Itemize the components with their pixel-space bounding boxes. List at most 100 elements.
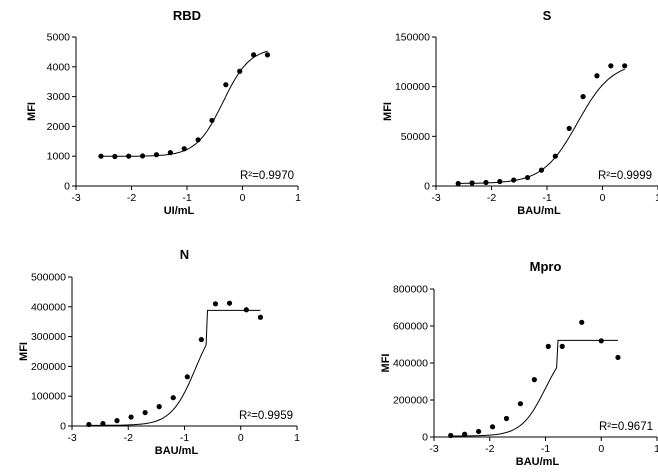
data-point: [559, 343, 565, 349]
data-point: [503, 415, 510, 422]
data-point: [489, 424, 496, 430]
y-tick-label: 600000: [393, 321, 428, 333]
data-point: [524, 174, 531, 181]
data-point: [615, 354, 621, 361]
data-point: [538, 167, 545, 173]
x-axis-label: BAU/mL: [516, 456, 560, 468]
x-tick-label: -1: [541, 443, 550, 455]
x-tick-label: -2: [124, 432, 133, 444]
data-point: [156, 404, 162, 410]
data-point: [462, 431, 468, 437]
data-point: [448, 432, 454, 439]
x-tick-label: 1: [654, 443, 658, 455]
y-tick-label: 50000: [401, 131, 430, 143]
x-tick-label: 0: [238, 432, 244, 444]
x-tick-label: -2: [485, 443, 494, 455]
data-point: [212, 301, 219, 307]
data-point: [86, 421, 92, 428]
r-squared-annotation: R²=0.9999: [598, 170, 652, 182]
data-point: [198, 336, 204, 343]
x-axis-label: BAU/mL: [155, 445, 199, 457]
x-tick-label: 0: [598, 443, 604, 455]
data-point: [580, 94, 586, 100]
chart-panel-n: N 0 100000 200000 300000 400000 500000 -3 -2 -1 0 1…: [18, 247, 300, 457]
y-tick-label: 800000: [393, 284, 428, 296]
data-point: [114, 418, 120, 424]
y-tick-label: 200000: [393, 395, 428, 407]
y-tick-label: 500000: [31, 272, 66, 284]
data-point: [181, 146, 187, 152]
y-axis-label: MFI: [380, 354, 392, 373]
data-point: [622, 63, 628, 69]
data-point: [237, 68, 243, 74]
data-point: [608, 63, 614, 69]
chart-panel-mpro: Mpro 0 200000 400000 600000 800000 -3 -2 -1 0 1 BAU…: [380, 259, 658, 468]
data-point: [167, 150, 173, 156]
data-point: [195, 137, 201, 143]
x-tick-label: -3: [429, 443, 438, 455]
r-squared-annotation: R²=0.9970: [240, 170, 294, 182]
y-tick-label: 400000: [393, 358, 428, 370]
data-point: [469, 180, 475, 186]
fit-curve: [88, 309, 261, 426]
chart-panel-s: S 0 50000 100000 150000 -3 -2 -1 0 1 BAU/mL MFI R²=0…: [382, 8, 658, 217]
x-axis-label: BAU/mL: [517, 205, 561, 217]
data-point: [511, 177, 517, 183]
fit-curve: [450, 339, 618, 437]
y-tick-label: 0: [64, 181, 70, 193]
x-tick-label: 1: [294, 432, 300, 444]
x-tick-label: 1: [655, 192, 658, 204]
data-point: [552, 153, 558, 159]
fit-curve: [101, 50, 268, 157]
y-tick-label: 0: [424, 181, 430, 193]
y-tick-label: 5000: [47, 32, 71, 44]
y-tick-label: 0: [422, 432, 428, 444]
data-point: [170, 395, 176, 401]
data-point: [594, 73, 600, 79]
chart-panel-rbd: RBD 0 1000 2000 3000 4000 5000 -3 -2 -1 0 1 UI/mL MFI…: [26, 8, 301, 217]
x-tick-label: -1: [542, 192, 551, 204]
y-tick-label: 300000: [31, 331, 66, 343]
y-axis-label: MFI: [26, 102, 38, 121]
data-point: [264, 52, 271, 58]
data-point: [531, 377, 537, 383]
y-tick-label: 100000: [31, 391, 66, 403]
x-tick-label: -2: [127, 192, 136, 204]
data-point: [140, 153, 146, 159]
x-tick-label: -3: [67, 432, 76, 444]
x-tick-label: -1: [180, 432, 189, 444]
data-point: [243, 307, 249, 313]
data-point: [455, 180, 461, 187]
r-squared-annotation: R²=0.9671: [599, 421, 653, 433]
data-point: [579, 319, 585, 325]
y-tick-label: 150000: [395, 32, 430, 44]
chart-title: Mpro: [530, 259, 562, 274]
x-tick-label: -3: [71, 192, 80, 204]
data-point: [184, 374, 190, 380]
data-point: [251, 52, 257, 58]
data-point: [126, 153, 132, 159]
data-point: [483, 179, 489, 186]
data-point: [226, 300, 233, 306]
x-tick-label: -2: [487, 192, 496, 204]
x-tick-label: 0: [240, 192, 246, 204]
data-point: [209, 117, 215, 124]
data-point: [566, 125, 572, 131]
data-point: [257, 314, 264, 320]
data-point: [545, 343, 551, 349]
fit-curve: [458, 68, 625, 184]
data-point: [153, 152, 160, 158]
x-axis-label: UI/mL: [164, 205, 195, 217]
data-point: [223, 82, 229, 88]
chart-title: N: [180, 247, 189, 262]
y-tick-label: 3000: [47, 91, 71, 103]
y-tick-label: 200000: [31, 361, 66, 373]
y-tick-label: 100000: [395, 81, 430, 93]
x-tick-label: 1: [295, 192, 301, 204]
x-tick-label: -3: [431, 192, 440, 204]
data-point: [98, 153, 104, 159]
data-point: [142, 409, 148, 416]
data-point: [517, 401, 524, 407]
data-point: [497, 178, 503, 185]
